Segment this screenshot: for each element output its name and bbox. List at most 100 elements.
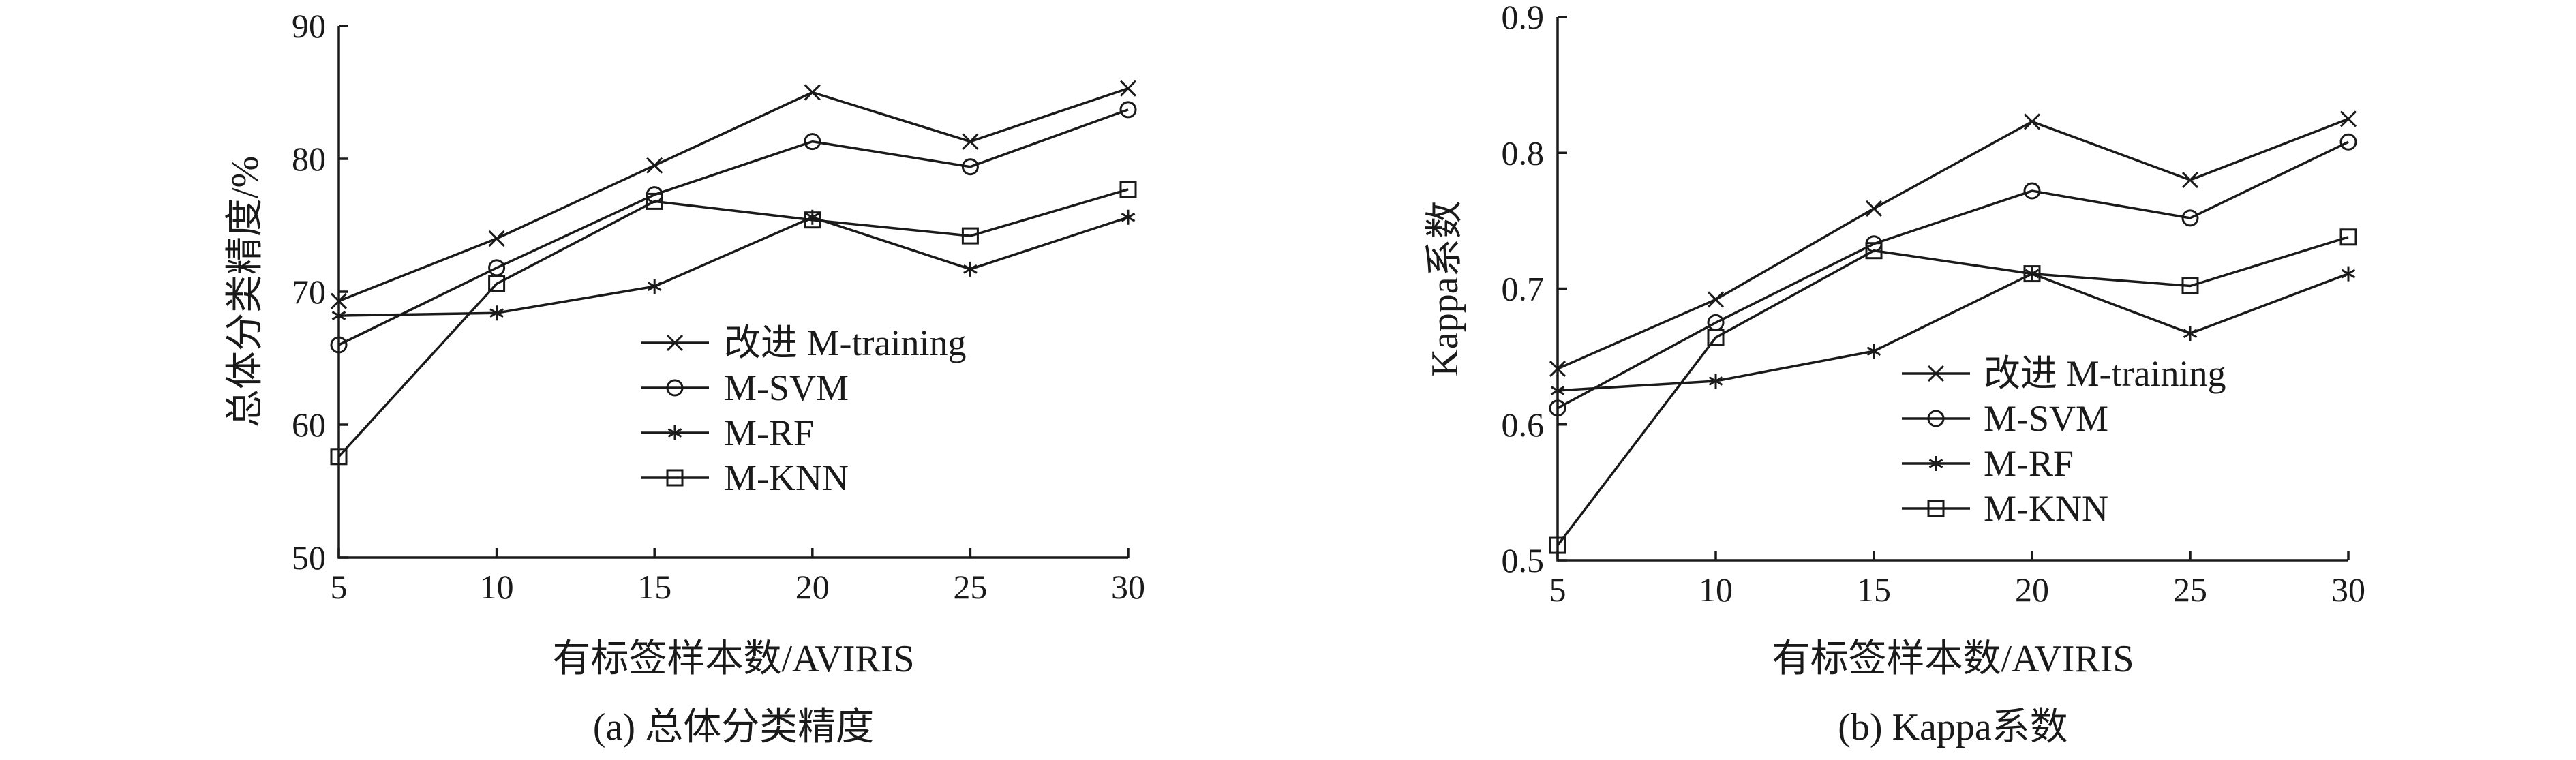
- data-point: [488, 275, 506, 292]
- x-tick-label: 10: [1699, 571, 1733, 609]
- data-point: [2023, 182, 2041, 200]
- legend-label: 改进 M-training: [724, 322, 966, 363]
- series-line: [338, 87, 1129, 303]
- legend-item: M-KNN: [1902, 488, 2108, 529]
- y-axis-label: Kappa系数: [1424, 200, 1466, 376]
- data-point: [2339, 228, 2357, 246]
- data-point: [646, 192, 663, 210]
- series-line: [338, 215, 1129, 317]
- series-x: [1549, 110, 2357, 378]
- legend-marker: [666, 334, 684, 352]
- series-line: [1557, 117, 2349, 370]
- legend-label: M-SVM: [1984, 398, 2108, 439]
- y-tick-label: 60: [292, 406, 326, 444]
- data-point: [2181, 172, 2199, 189]
- y-tick-label: 0.9: [1502, 0, 1545, 36]
- x-tick-label: 20: [2015, 571, 2049, 609]
- legend-marker: [667, 425, 682, 440]
- series-asterisk: [1550, 266, 2356, 398]
- y-tick-label: 50: [292, 538, 326, 577]
- x-tick-label: 20: [795, 568, 830, 606]
- y-tick-label: 0.6: [1502, 406, 1545, 444]
- x-tick-label: 25: [953, 568, 987, 606]
- data-point: [2183, 326, 2198, 341]
- data-point: [2341, 266, 2356, 282]
- data-point: [1119, 80, 1137, 97]
- data-point: [1707, 291, 1725, 308]
- legend-label: M-SVM: [724, 367, 849, 408]
- legend-item: M-SVM: [1902, 398, 2108, 439]
- data-point: [804, 211, 821, 229]
- x-tick-label: 5: [1549, 571, 1566, 609]
- data-point: [1865, 242, 1883, 260]
- data-point: [2181, 209, 2199, 227]
- data-point: [1549, 399, 1566, 417]
- x-axis-label: 有标签样本数/AVIRIS: [552, 638, 914, 680]
- series-line: [337, 188, 1129, 457]
- data-point: [646, 157, 663, 174]
- data-point: [2023, 265, 2041, 283]
- data-point: [330, 292, 348, 309]
- data-point: [331, 308, 346, 324]
- data-point: [961, 227, 979, 245]
- data-point: [962, 133, 979, 150]
- data-point: [2339, 133, 2357, 151]
- series-x: [330, 80, 1137, 309]
- y-tick-label: 0.5: [1502, 541, 1545, 579]
- data-point: [1119, 181, 1137, 198]
- series-line: [1557, 140, 2349, 410]
- series-line: [1556, 236, 2349, 547]
- data-point: [330, 448, 348, 466]
- legend-marker: [1927, 500, 1945, 517]
- data-point: [1866, 344, 1881, 359]
- data-point: [1549, 536, 1566, 554]
- data-point: [1119, 101, 1137, 119]
- legend-marker: [666, 379, 684, 397]
- y-tick-label: 70: [292, 273, 326, 311]
- x-tick-label: 10: [480, 568, 514, 606]
- legend-marker: [666, 469, 684, 487]
- panel-kappa: 0.5 0.6 0.7 0.8 0.9 5 10 15 20 25 30 有标签样本数/AVIRIS K…: [1424, 0, 2365, 748]
- legend-label: M-RF: [724, 412, 814, 453]
- series-line: [338, 108, 1129, 346]
- data-point: [1708, 373, 1723, 389]
- legend-label: 改进 M-training: [1984, 353, 2226, 394]
- legend-marker: [1927, 365, 1945, 382]
- legend-item: M-RF: [641, 412, 814, 453]
- panel-overall-accuracy: 50 60 70 80 90 5 10 15 20 25 30 有标签样本数/AVIRIS 总体分类精度…: [224, 7, 1145, 748]
- legend-item: 改进 M-training: [641, 322, 966, 363]
- legend-item: M-SVM: [641, 367, 849, 408]
- data-point: [2023, 113, 2041, 130]
- data-point: [963, 261, 978, 277]
- x-tick-label: 30: [2331, 571, 2365, 609]
- chart-title: (b) Kappa系数: [1838, 706, 2067, 748]
- data-point: [804, 133, 821, 151]
- data-point: [961, 158, 979, 176]
- data-point: [1550, 382, 1565, 398]
- x-tick-label: 15: [637, 568, 671, 606]
- y-tick-label: 80: [292, 140, 326, 178]
- series-asterisk: [331, 209, 1136, 324]
- data-point: [647, 279, 662, 294]
- y-tick-label: 90: [292, 7, 326, 45]
- y-axis-label: 总体分类精度/%: [224, 156, 267, 427]
- legend-item: M-KNN: [641, 457, 849, 498]
- y-tick-label: 0.8: [1502, 134, 1545, 172]
- data-point: [1549, 360, 1566, 378]
- data-point: [330, 336, 348, 354]
- x-axis-label: 有标签样本数/AVIRIS: [1772, 638, 2134, 680]
- legend-item: 改进 M-training: [1902, 353, 2226, 394]
- legend-label: M-KNN: [724, 457, 849, 498]
- data-point: [2339, 110, 2357, 127]
- x-tick-label: 30: [1111, 568, 1145, 606]
- x-tick-label: 25: [2173, 571, 2207, 609]
- data-point: [2181, 277, 2199, 295]
- legend-item: M-RF: [1902, 443, 2074, 484]
- data-point: [804, 84, 821, 101]
- y-tick-label: 0.7: [1502, 270, 1545, 308]
- x-tick-label: 15: [1857, 571, 1891, 609]
- series-line: [1557, 272, 2349, 392]
- legend-marker: [1928, 456, 1943, 471]
